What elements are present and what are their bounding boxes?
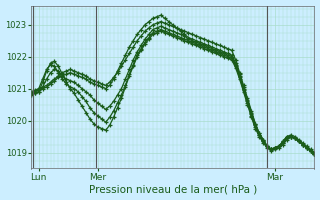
X-axis label: Pression niveau de la mer( hPa ): Pression niveau de la mer( hPa ): [89, 184, 257, 194]
